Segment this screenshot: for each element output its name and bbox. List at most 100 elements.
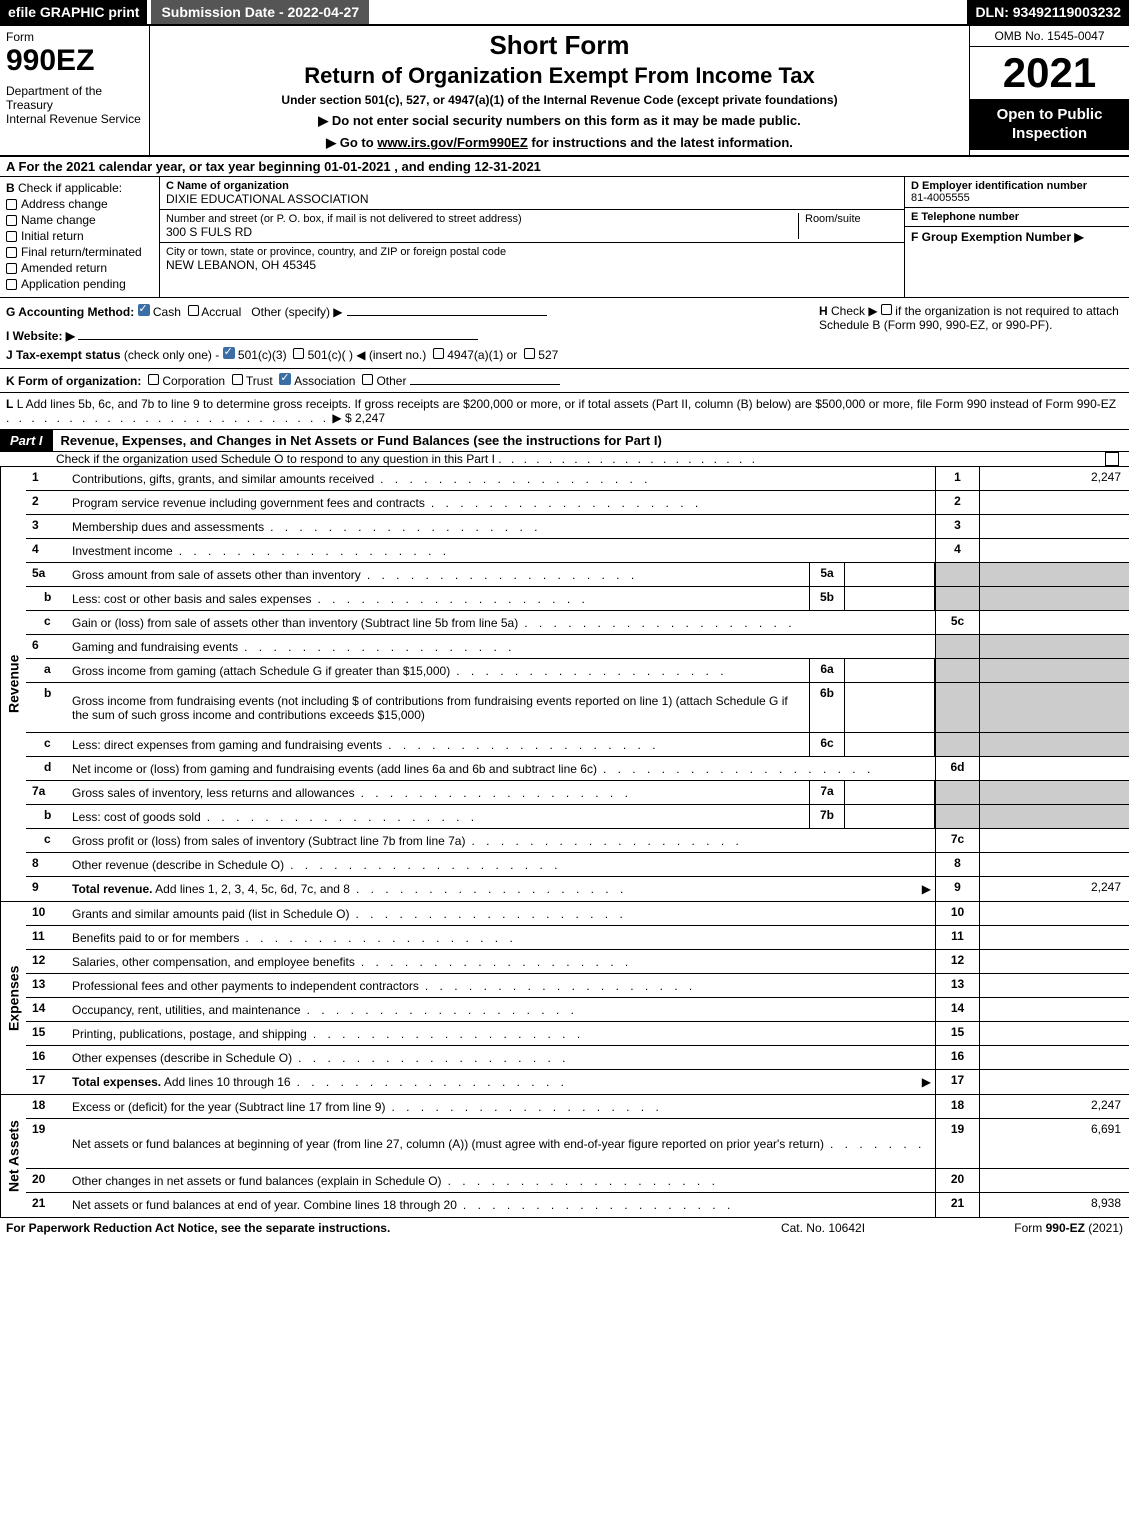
line-num: 20: [26, 1169, 68, 1192]
revenue-lines: 1Contributions, gifts, grants, and simil…: [26, 467, 1129, 901]
row-l: L L Add lines 5b, 6c, and 7b to line 9 t…: [0, 393, 1129, 430]
line-val: [979, 1046, 1129, 1069]
dots: . . . . . . . . . . . . . . . . . . .: [450, 664, 805, 678]
dots: . . . . . . . . . . . . . . . . . . .: [824, 1137, 931, 1151]
line-val: 2,247: [979, 1095, 1129, 1118]
submission-date: Submission Date - 2022-04-27: [151, 0, 369, 24]
dots: . . . . . . . . . . . . . . . . . . .: [442, 1174, 931, 1188]
under-section: Under section 501(c), 527, or 4947(a)(1)…: [156, 93, 963, 107]
mini-val: [845, 733, 935, 756]
checkbox-icon[interactable]: [232, 374, 243, 385]
line-val-shaded: [979, 659, 1129, 682]
line-val-shaded: [979, 683, 1129, 732]
checkbox-icon[interactable]: [1105, 452, 1119, 466]
line-val: [979, 926, 1129, 949]
checkbox-icon[interactable]: [6, 247, 17, 258]
dots: . . . . . . . . . . . . . . . . . . .: [355, 955, 931, 969]
line-box-shaded: [935, 563, 979, 586]
checkbox-icon[interactable]: [6, 215, 17, 226]
j-insert: ◀ (insert no.): [356, 348, 426, 362]
checkbox-icon[interactable]: [188, 305, 199, 316]
g-accounting: G Accounting Method: Cash Accrual Other …: [6, 304, 813, 362]
line-row: 14Occupancy, rent, utilities, and mainte…: [26, 998, 1129, 1022]
line-text: Grants and similar amounts paid (list in…: [68, 902, 935, 925]
line-box: 12: [935, 950, 979, 973]
checkbox-icon[interactable]: [148, 374, 159, 385]
c-room-label: Room/suite: [805, 213, 898, 225]
line-num: c: [26, 829, 68, 852]
k-corp: Corporation: [162, 374, 225, 388]
form-label: Form: [6, 30, 143, 44]
row-gh: G Accounting Method: Cash Accrual Other …: [0, 298, 1129, 369]
checkbox-icon[interactable]: [6, 279, 17, 290]
line-row: 17Total expenses. Add lines 10 through 1…: [26, 1070, 1129, 1094]
d-value: 81-4005555: [911, 192, 1123, 204]
line-val-shaded: [979, 587, 1129, 610]
line-text: Gross income from gaming (attach Schedul…: [68, 659, 809, 682]
line-box-shaded: [935, 635, 979, 658]
line-num: 13: [26, 974, 68, 997]
line-box: 18: [935, 1095, 979, 1118]
line-num: a: [26, 659, 68, 682]
checkbox-icon[interactable]: [6, 199, 17, 210]
line-row: 5aGross amount from sale of assets other…: [26, 563, 1129, 587]
line-text: Program service revenue including govern…: [68, 491, 935, 514]
dots: . . . . . . . . . . . . . . . . . . .: [238, 640, 931, 654]
omb-number: OMB No. 1545-0047: [970, 26, 1129, 47]
line-val: [979, 1169, 1129, 1192]
line-text: Less: cost of goods sold . . . . . . . .…: [68, 805, 809, 828]
line-row: cGross profit or (loss) from sales of in…: [26, 829, 1129, 853]
line-box: 13: [935, 974, 979, 997]
short-form-title: Short Form: [156, 30, 963, 61]
col-c: C Name of organization DIXIE EDUCATIONAL…: [160, 177, 904, 297]
line-box: 15: [935, 1022, 979, 1045]
d-ein: D Employer identification number 81-4005…: [905, 177, 1129, 208]
line-val: [979, 515, 1129, 538]
checkbox-icon[interactable]: [881, 304, 892, 315]
checkbox-icon[interactable]: [293, 348, 304, 359]
mini-val: [845, 563, 935, 586]
checkbox-checked-icon[interactable]: [223, 347, 235, 359]
expenses-section: Expenses 10Grants and similar amounts pa…: [0, 902, 1129, 1095]
irs-link[interactable]: www.irs.gov/Form990EZ: [377, 135, 528, 150]
expenses-label: Expenses: [0, 902, 26, 1094]
checkbox-icon[interactable]: [6, 263, 17, 274]
mini-box: 6a: [809, 659, 845, 682]
dots: . . . . . . . . . . . . . . . . . . .: [201, 810, 805, 824]
checkbox-checked-icon[interactable]: [138, 304, 150, 316]
line-row: cGain or (loss) from sale of assets othe…: [26, 611, 1129, 635]
l-text: L Add lines 5b, 6c, and 7b to line 9 to …: [17, 397, 1116, 411]
dots: . . . . . . . . . . . . . . . . . . .: [311, 592, 805, 606]
b-item-4: Amended return: [21, 261, 107, 275]
line-text: Other changes in net assets or fund bala…: [68, 1169, 935, 1192]
c-name-value: DIXIE EDUCATIONAL ASSOCIATION: [166, 192, 898, 206]
f-group-exemption: F Group Exemption Number ▶: [905, 227, 1129, 297]
line-text: Printing, publications, postage, and shi…: [68, 1022, 935, 1045]
line-box-shaded: [935, 805, 979, 828]
checkbox-icon[interactable]: [524, 348, 535, 359]
line-num: 3: [26, 515, 68, 538]
checkbox-checked-icon[interactable]: [279, 373, 291, 385]
line-num: c: [26, 611, 68, 634]
line-box: 1: [935, 467, 979, 490]
checkbox-icon[interactable]: [362, 374, 373, 385]
instruction-1: ▶ Do not enter social security numbers o…: [156, 113, 963, 129]
checkbox-icon[interactable]: [6, 231, 17, 242]
line-box: 6d: [935, 757, 979, 780]
line-box: 10: [935, 902, 979, 925]
dots: . . . . . . . . . . . . . . . . . . .: [382, 738, 805, 752]
line-text: Occupancy, rent, utilities, and maintena…: [68, 998, 935, 1021]
line-val: [979, 757, 1129, 780]
g-label: G Accounting Method:: [6, 305, 134, 319]
line-num: 10: [26, 902, 68, 925]
c-city-label: City or town, state or province, country…: [166, 246, 898, 258]
open-to-public: Open to Public Inspection: [970, 100, 1129, 150]
line-val: [979, 611, 1129, 634]
line-val: [979, 829, 1129, 852]
checkbox-icon[interactable]: [433, 348, 444, 359]
j-501c3: 501(c)(3): [238, 348, 287, 362]
dots: . . . . . . . . . . . . . . . . . . .: [350, 882, 916, 896]
g-cash: Cash: [153, 305, 181, 319]
line-row: 6Gaming and fundraising events . . . . .…: [26, 635, 1129, 659]
b-name-change: Name change: [6, 213, 153, 227]
